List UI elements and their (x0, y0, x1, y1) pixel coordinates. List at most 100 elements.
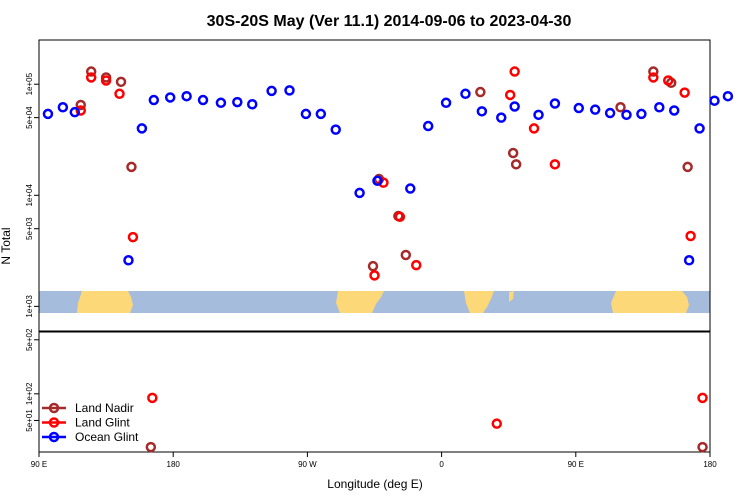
top-point-ocean-glint (232, 96, 243, 108)
top-point-ocean-glint (315, 108, 327, 120)
top-point-land-glint (504, 89, 516, 101)
top-point-land-nadir (475, 86, 486, 98)
bottom-point-land-glint (491, 418, 503, 429)
top-point-land-glint (75, 105, 87, 116)
top-point-ocean-glint (284, 85, 295, 96)
top-point-land-glint (394, 211, 406, 223)
top-point-ocean-glint (636, 108, 647, 120)
bottom-y-tick-label: 1e+02 (25, 382, 34, 405)
top-point-ocean-glint (668, 105, 680, 116)
top-point-ocean-glint (460, 88, 471, 100)
bottom-point-land-nadir (145, 441, 157, 453)
top-point-ocean-glint (372, 175, 383, 187)
legend-marker-ocean-glint (48, 431, 60, 443)
top-point-land-nadir (367, 260, 379, 272)
x-tick-label: 0 (439, 460, 444, 469)
top-point-ocean-glint (621, 109, 632, 121)
top-point-land-nadir (400, 249, 412, 261)
x-tick-label: 90 E (568, 460, 584, 469)
top-y-tick-label: 5e+03 (25, 217, 34, 240)
land-africa (464, 291, 494, 313)
bottom-point-land-glint (147, 392, 158, 404)
top-point-ocean-glint (654, 102, 665, 113)
top-point-ocean-glint (136, 123, 148, 134)
top-point-ocean-glint (123, 255, 134, 266)
top-point-land-nadir (85, 66, 97, 77)
top-point-land-glint (411, 259, 422, 271)
land-australia (77, 291, 133, 313)
top-point-ocean-glint (589, 104, 601, 115)
top-point-ocean-glint (709, 95, 720, 106)
bottom-panel-frame (38, 331, 711, 453)
top-point-ocean-glint (495, 112, 507, 123)
top-point-ocean-glint (197, 94, 209, 106)
top-panel-points (42, 66, 734, 281)
bottom-point-land-glint (697, 392, 708, 404)
top-point-ocean-glint (181, 90, 192, 102)
top-y-tick-label: 5e+04 (25, 106, 34, 129)
top-point-ocean-glint (300, 108, 312, 120)
x-tick-label: 180 (167, 460, 181, 469)
top-point-ocean-glint (215, 97, 227, 109)
top-y-tick-label: 5e+02 (25, 328, 34, 351)
top-point-land-glint (509, 66, 520, 77)
top-point-land-nadir (510, 159, 522, 170)
legend-marker-land-nadir (48, 402, 60, 414)
map-strip (39, 291, 710, 313)
top-point-land-glint (85, 72, 97, 83)
top-point-ocean-glint (422, 120, 434, 132)
top-point-land-nadir (126, 161, 137, 173)
top-point-land-nadir (648, 66, 659, 77)
top-point-land-glint (662, 75, 674, 86)
top-y-tick-label: 1e+05 (25, 72, 34, 95)
x-tick-label: 90 W (298, 460, 317, 469)
top-y-axis: 5e+02 1e+03 5e+03 1e+04 5e+04 1e+05 (25, 72, 39, 351)
legend-label-ocean-glint: Ocean Glint (75, 430, 139, 444)
top-point-ocean-glint (533, 109, 544, 121)
x-axis-title: Longitude (deg E) (327, 477, 422, 491)
top-point-ocean-glint (246, 98, 258, 110)
map-land-shapes (77, 291, 689, 313)
bottom-panel-points (145, 392, 708, 453)
top-point-ocean-glint (354, 187, 365, 199)
top-point-ocean-glint (440, 97, 452, 109)
top-point-ocean-glint (694, 123, 705, 134)
land-south-america (336, 291, 384, 313)
top-point-land-glint (114, 88, 125, 100)
top-point-land-glint (378, 177, 389, 188)
top-point-land-glint (528, 123, 540, 134)
top-point-land-glint (369, 270, 380, 281)
top-point-ocean-glint (509, 101, 520, 112)
top-point-ocean-glint (573, 102, 585, 114)
top-point-land-glint (549, 159, 561, 170)
top-y-tick-label: 1e+04 (25, 183, 34, 206)
top-point-land-nadir (75, 99, 87, 111)
top-point-ocean-glint (57, 102, 69, 113)
bottom-y-axis: 5e+01 1e+02 (25, 382, 39, 432)
land-madagascar (509, 291, 514, 302)
legend-label-land-glint: Land Glint (75, 416, 130, 430)
top-point-land-glint (685, 230, 696, 242)
top-point-ocean-glint (330, 124, 341, 135)
top-point-land-nadir (115, 76, 127, 88)
y-axis-title: N Total (0, 227, 13, 264)
legend-marker-land-glint (48, 417, 60, 428)
top-point-land-glint (127, 231, 139, 243)
top-point-land-nadir (615, 102, 626, 113)
legend-label-land-nadir: Land Nadir (75, 401, 134, 415)
x-tick-label: 180 (703, 460, 717, 469)
top-point-land-glint (679, 87, 690, 98)
bottom-point-land-nadir (697, 441, 708, 453)
top-point-ocean-glint (476, 106, 488, 117)
top-point-ocean-glint (604, 107, 616, 119)
top-point-ocean-glint (148, 94, 160, 106)
bottom-y-tick-label: 5e+01 (25, 409, 34, 432)
x-axis: 90 E 180 90 W 0 90 E 180 (31, 452, 717, 469)
top-panel-frame (38, 39, 711, 332)
top-point-land-glint (648, 72, 659, 83)
top-point-ocean-glint (722, 90, 734, 102)
top-y-tick-label: 1e+03 (25, 295, 34, 318)
top-point-ocean-glint (405, 183, 416, 194)
